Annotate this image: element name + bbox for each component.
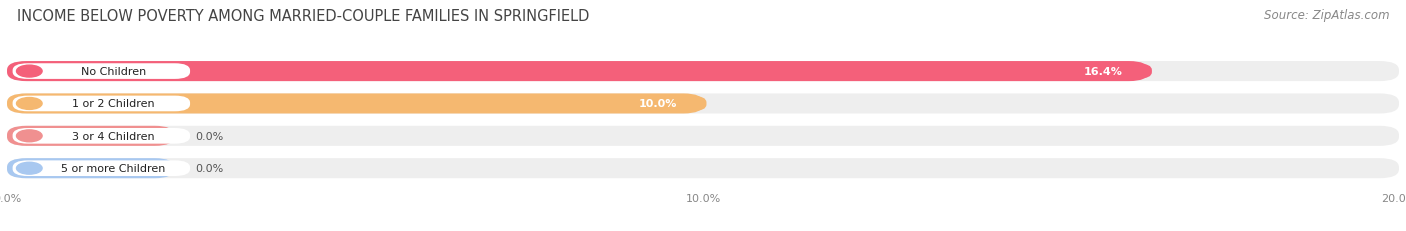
Text: 3 or 4 Children: 3 or 4 Children	[72, 131, 155, 141]
Text: 16.4%: 16.4%	[1084, 67, 1122, 77]
Text: 0.0%: 0.0%	[195, 164, 224, 173]
Text: 10.0%: 10.0%	[638, 99, 676, 109]
FancyBboxPatch shape	[7, 94, 703, 114]
Circle shape	[17, 163, 42, 174]
Text: No Children: No Children	[80, 67, 146, 77]
FancyBboxPatch shape	[13, 128, 190, 144]
Text: 0.0%: 0.0%	[195, 131, 224, 141]
Text: 5 or more Children: 5 or more Children	[60, 164, 166, 173]
Text: Source: ZipAtlas.com: Source: ZipAtlas.com	[1264, 9, 1389, 22]
Circle shape	[17, 66, 42, 78]
FancyBboxPatch shape	[7, 94, 1399, 114]
FancyBboxPatch shape	[13, 161, 190, 176]
FancyBboxPatch shape	[7, 158, 1399, 179]
FancyBboxPatch shape	[7, 62, 1399, 82]
Circle shape	[17, 98, 42, 110]
FancyBboxPatch shape	[7, 126, 174, 146]
FancyBboxPatch shape	[13, 96, 190, 112]
FancyBboxPatch shape	[7, 158, 174, 179]
Text: INCOME BELOW POVERTY AMONG MARRIED-COUPLE FAMILIES IN SPRINGFIELD: INCOME BELOW POVERTY AMONG MARRIED-COUPL…	[17, 9, 589, 24]
FancyBboxPatch shape	[609, 97, 706, 112]
FancyBboxPatch shape	[7, 126, 1399, 146]
Text: 1 or 2 Children: 1 or 2 Children	[72, 99, 155, 109]
FancyBboxPatch shape	[7, 62, 1149, 82]
Circle shape	[17, 130, 42, 142]
FancyBboxPatch shape	[13, 64, 190, 79]
FancyBboxPatch shape	[1054, 64, 1152, 79]
